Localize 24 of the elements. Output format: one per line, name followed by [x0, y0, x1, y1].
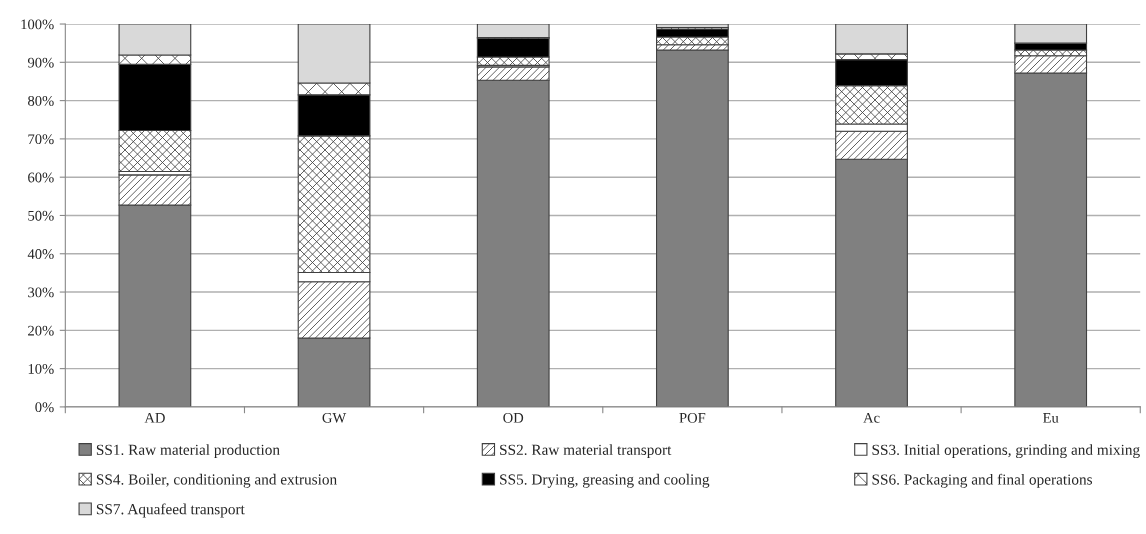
- x-tick-label: POF: [679, 412, 706, 423]
- x-tick-label: AD: [144, 412, 165, 423]
- legend-label: SS2. Raw material transport: [500, 444, 672, 459]
- legend-label: SS4. Boiler, conditioning and extrusion: [96, 473, 337, 488]
- y-tick-label: 10%: [28, 363, 54, 374]
- y-tick-label: 90%: [27, 57, 54, 68]
- legend-label: SS7. Aquafeed transport: [96, 503, 245, 518]
- x-tick-label: Ac: [863, 412, 880, 423]
- x-tick-label: OD: [503, 412, 524, 423]
- y-tick-label: 60%: [28, 172, 54, 183]
- x-tick-label: Eu: [1043, 413, 1059, 423]
- y-tick-label: 20%: [28, 325, 54, 336]
- y-tick-label: 40%: [27, 249, 54, 260]
- x-tick-label: GW: [322, 412, 347, 423]
- y-tick-label: 70%: [28, 134, 54, 145]
- legend-label: SS3. Initial operations, grinding and mixing: [872, 444, 1140, 459]
- legend-label: SS5. Drying, greasing and cooling: [500, 473, 710, 488]
- y-tick-label: 50%: [28, 210, 54, 221]
- legend-label: SS6. Packaging and final operations: [872, 473, 1093, 488]
- legend-label: SS1. Raw material production: [96, 444, 280, 459]
- y-tick-label: 80%: [28, 95, 54, 106]
- y-tick-label: 0%: [35, 402, 54, 413]
- y-tick-label: 100%: [21, 19, 54, 30]
- y-tick-label: 30%: [28, 287, 54, 298]
